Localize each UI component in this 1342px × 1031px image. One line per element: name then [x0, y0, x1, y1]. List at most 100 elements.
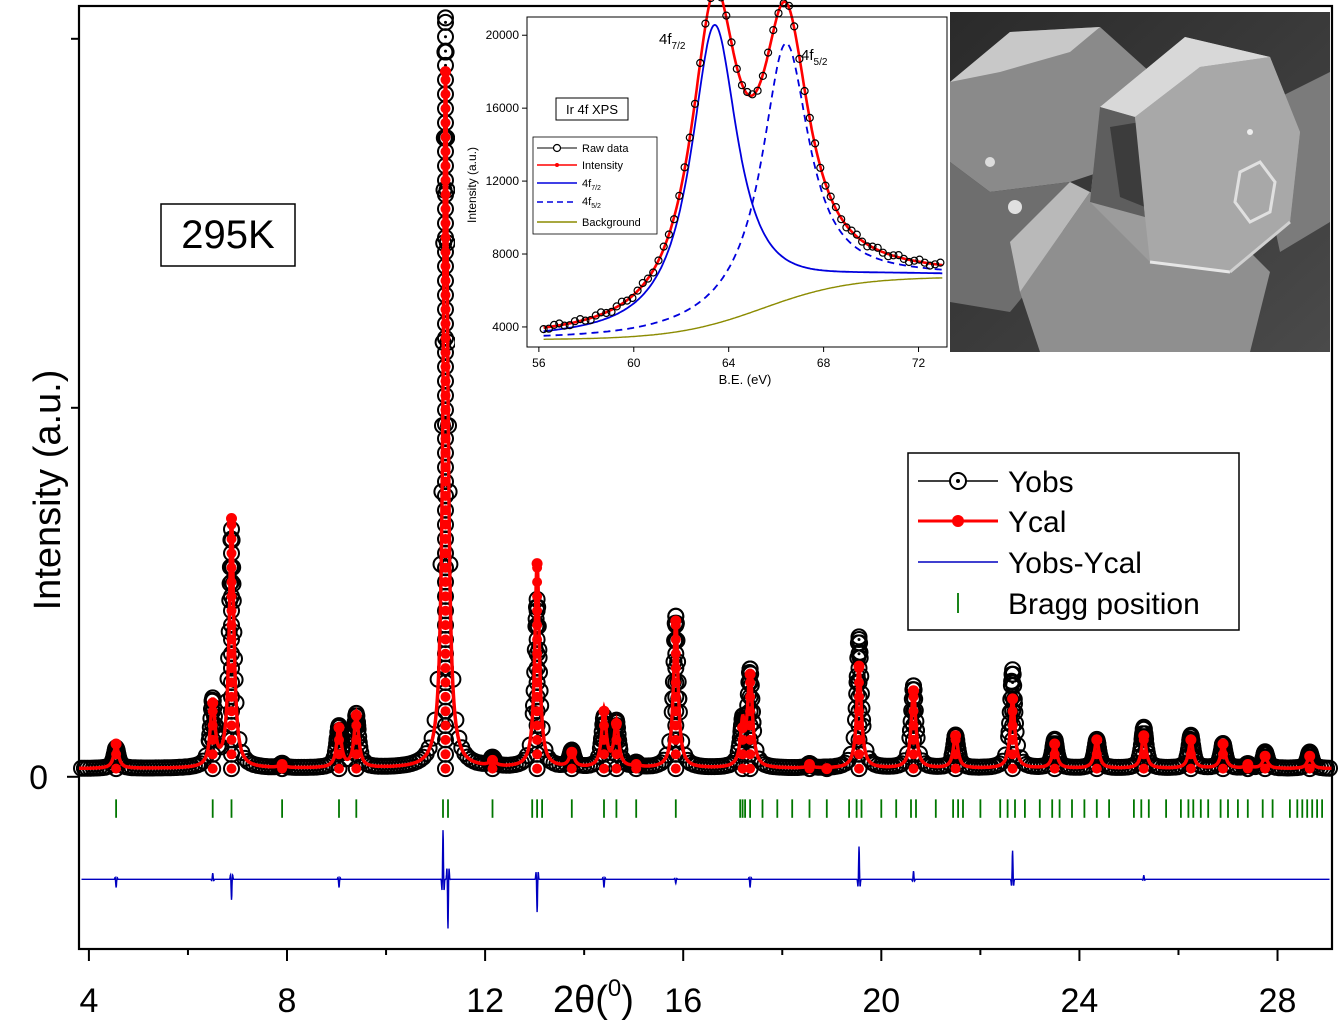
ycal-point — [599, 734, 609, 745]
ycal-peak-point — [1049, 738, 1061, 750]
xps-raw-point — [628, 293, 637, 303]
xps-raw-point — [649, 268, 658, 277]
ycal-point — [207, 734, 218, 745]
ycal-point — [351, 734, 362, 745]
ycal-point — [440, 175, 451, 186]
ycal-point — [440, 433, 451, 444]
ycal-point — [440, 763, 451, 774]
ycal-point — [440, 534, 451, 544]
xps-4f72-line — [543, 23, 943, 333]
ycal-point — [611, 763, 622, 774]
ycal-point — [1007, 749, 1018, 760]
ycal-point — [440, 361, 451, 372]
ycal-peak-point — [1304, 750, 1316, 762]
ycal-point — [1138, 749, 1149, 760]
ycal-point — [670, 749, 681, 760]
ycal-point — [532, 691, 543, 702]
xps-raw-point — [581, 316, 590, 325]
ycal-point — [532, 720, 543, 731]
ycal-peak-point — [1217, 738, 1229, 750]
xps-raw-point — [565, 321, 574, 330]
ycal-point — [226, 562, 237, 573]
xps-raw-point — [544, 324, 553, 333]
x-axis-label-sup: 0 — [608, 975, 621, 1002]
yobs-point-dot — [857, 638, 861, 641]
xps-raw-point — [549, 320, 559, 329]
ycal-point — [334, 763, 344, 774]
xps-raw-point — [800, 86, 809, 96]
ycal-peak-point — [110, 738, 122, 750]
xps-raw-point — [894, 251, 903, 260]
ycal-point — [440, 562, 451, 573]
ycal-peak-point — [1242, 759, 1254, 770]
xps-raw-point — [847, 226, 856, 235]
xps-y-tick-label: 12000 — [486, 174, 520, 188]
ycal-point — [745, 749, 756, 760]
xps-raw-point — [758, 71, 768, 81]
ycal-peak-point — [908, 685, 919, 697]
ycal-point — [745, 677, 756, 688]
ycal-point — [440, 577, 451, 587]
ycal-point — [745, 691, 756, 702]
ycal-point — [207, 749, 218, 760]
ycal-point — [440, 462, 451, 473]
ycal-peak-point — [350, 709, 362, 721]
xps-raw-point — [930, 260, 940, 269]
ycal-point — [440, 189, 451, 200]
ycal-point — [226, 620, 237, 631]
ycal-point — [532, 663, 543, 674]
legend-yobs-label: Yobs — [1008, 466, 1074, 499]
ycal-point — [1304, 763, 1315, 774]
legend-diff-label: Yobs-Ycal — [1008, 547, 1142, 580]
xps-title: Ir 4f XPS — [566, 102, 618, 117]
ycal-point — [440, 160, 451, 171]
ycal-point — [226, 605, 237, 616]
ycal-point — [440, 318, 451, 329]
ycal-point — [226, 634, 237, 645]
ycal-point — [226, 663, 237, 674]
ycal-point — [440, 103, 451, 114]
ycal-peak-point — [276, 759, 288, 770]
xps-legend-4f52-main: 4f — [582, 196, 592, 208]
ycal-point — [226, 534, 237, 544]
ycal-point — [440, 476, 451, 487]
xps-legend-intensity-marker — [555, 163, 559, 167]
ycal-peak-point — [610, 718, 622, 729]
xps-raw-point — [873, 243, 882, 252]
x-axis-label: 2θ(0) — [553, 975, 634, 1021]
xps-raw-point — [576, 315, 585, 324]
ycal-point — [670, 763, 681, 774]
xps-legend-4f52-label: 4f5/2 — [582, 196, 601, 210]
xps-raw-point — [884, 252, 893, 261]
ycal-point — [440, 706, 451, 717]
ycal-point — [440, 261, 451, 272]
xps-raw-point — [612, 302, 621, 311]
x-tick-label: 20 — [862, 982, 900, 1020]
xps-raw-point — [732, 64, 741, 73]
temperature-label: 295K — [181, 213, 275, 257]
yobs-point-dot — [444, 49, 447, 53]
yobs-point-dot — [444, 35, 447, 39]
xps-y-tick-label: 4000 — [492, 320, 519, 334]
ycal-point — [440, 376, 451, 387]
ycal-peak-point — [1007, 693, 1019, 705]
legend-bragg-label: Bragg position — [1008, 588, 1200, 621]
ycal-point — [1185, 763, 1196, 774]
xps-raw-point — [784, 1, 794, 11]
ycal-point — [440, 591, 451, 602]
ycal-point — [440, 691, 451, 702]
ycal-point — [226, 577, 237, 587]
xps-raw-point — [696, 58, 705, 68]
ycal-peak-point — [853, 660, 865, 672]
bragg-series — [115, 799, 1323, 818]
xps-raw-point — [737, 81, 747, 90]
xps-plot-frame — [526, 16, 948, 348]
xps-legend-4f72-label: 4f7/2 — [582, 178, 601, 192]
ycal-point — [532, 763, 543, 774]
main-plot-frame — [77, 4, 1334, 951]
ycal-series — [79, 66, 1332, 775]
ycal-point — [1007, 734, 1018, 745]
ycal-point — [1260, 763, 1271, 774]
xps-x-tick-label: 60 — [627, 356, 641, 370]
difference-line — [81, 830, 1330, 929]
